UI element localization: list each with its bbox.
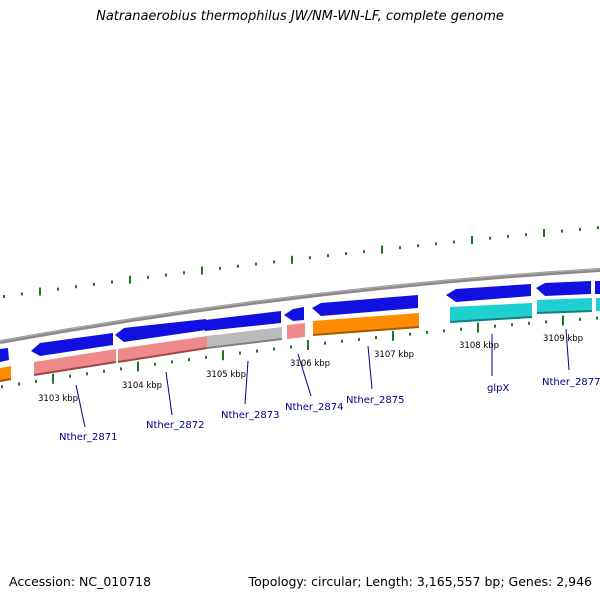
gene-label[interactable]: Nther_2873 (221, 410, 279, 421)
feature-bar-edge (312, 326, 420, 336)
gene-label[interactable]: Nther_2872 (146, 420, 204, 431)
feature-bar (207, 327, 282, 348)
gene-label[interactable]: Nther_2875 (346, 395, 404, 406)
gene-leader-line (367, 345, 373, 390)
cds-arrow (0, 348, 9, 362)
feature-bar (34, 349, 116, 375)
accession-text: Accession: NC_010718 (9, 574, 152, 589)
genome-backbone (0, 268, 600, 344)
scale-tick-label: 3104 kbp (122, 381, 162, 391)
cds-arrow (595, 281, 600, 294)
scale-tick-label: 3108 kbp (459, 341, 499, 351)
feature-bar (313, 313, 419, 335)
cds-arrow (536, 281, 591, 296)
feature-bar-edge (449, 316, 533, 323)
inner-dot-track (1, 315, 598, 389)
cds-arrow (446, 284, 531, 302)
gene-leader-line (297, 353, 312, 397)
feature-bar (287, 323, 305, 339)
gene-label[interactable]: Nther_2874 (285, 402, 343, 413)
gene-label[interactable]: Nther_2877 (542, 377, 600, 388)
cds-track (0, 281, 600, 362)
gene-leader-line (244, 360, 249, 405)
feature-bar-edge (206, 338, 283, 349)
feature-bar-edge (536, 310, 593, 314)
cds-arrow (284, 307, 304, 321)
feature-bar (118, 336, 207, 362)
gene-label[interactable]: Nther_2871 (59, 432, 117, 443)
gene-labels: Nther_2871 Nther_2872 Nther_2873 Nther_2874… (59, 328, 600, 443)
cds-arrow (115, 319, 206, 342)
feature-bar (0, 366, 11, 381)
genome-title: Natranaerobius thermophilus JW/NM-WN-LF,… (96, 9, 504, 24)
gene-leader-line (565, 328, 570, 371)
scale-labels: 3103 kbp 3104 kbp 3105 kbp 3106 kbp 3107 kbp… (38, 334, 583, 404)
scale-tick-label: 3107 kbp (374, 350, 414, 360)
scale-tick-label: 3109 kbp (543, 334, 583, 344)
feature-bar (596, 298, 600, 311)
scale-tick-label: 3106 kbp (290, 359, 330, 369)
genome-stats-text: Topology: circular; Length: 3,165,557 bp… (248, 574, 592, 589)
feature-bar-edge (0, 378, 12, 382)
gene-label[interactable]: glpX (487, 383, 509, 394)
cds-arrow (31, 333, 113, 356)
feature-track (0, 298, 600, 382)
cds-arrow (312, 295, 418, 316)
cds-arrow (205, 311, 281, 331)
gene-leader-line (75, 384, 86, 428)
gene-leader-line (165, 371, 173, 416)
gc-skew-track (3, 226, 599, 298)
genome-backbone-highlight (0, 268, 600, 342)
feature-bar-edge (33, 361, 117, 376)
scale-tick-label: 3105 kbp (206, 370, 246, 380)
feature-bar-edge (117, 347, 208, 363)
scale-tick-label: 3103 kbp (38, 394, 78, 404)
feature-bar (537, 298, 592, 313)
